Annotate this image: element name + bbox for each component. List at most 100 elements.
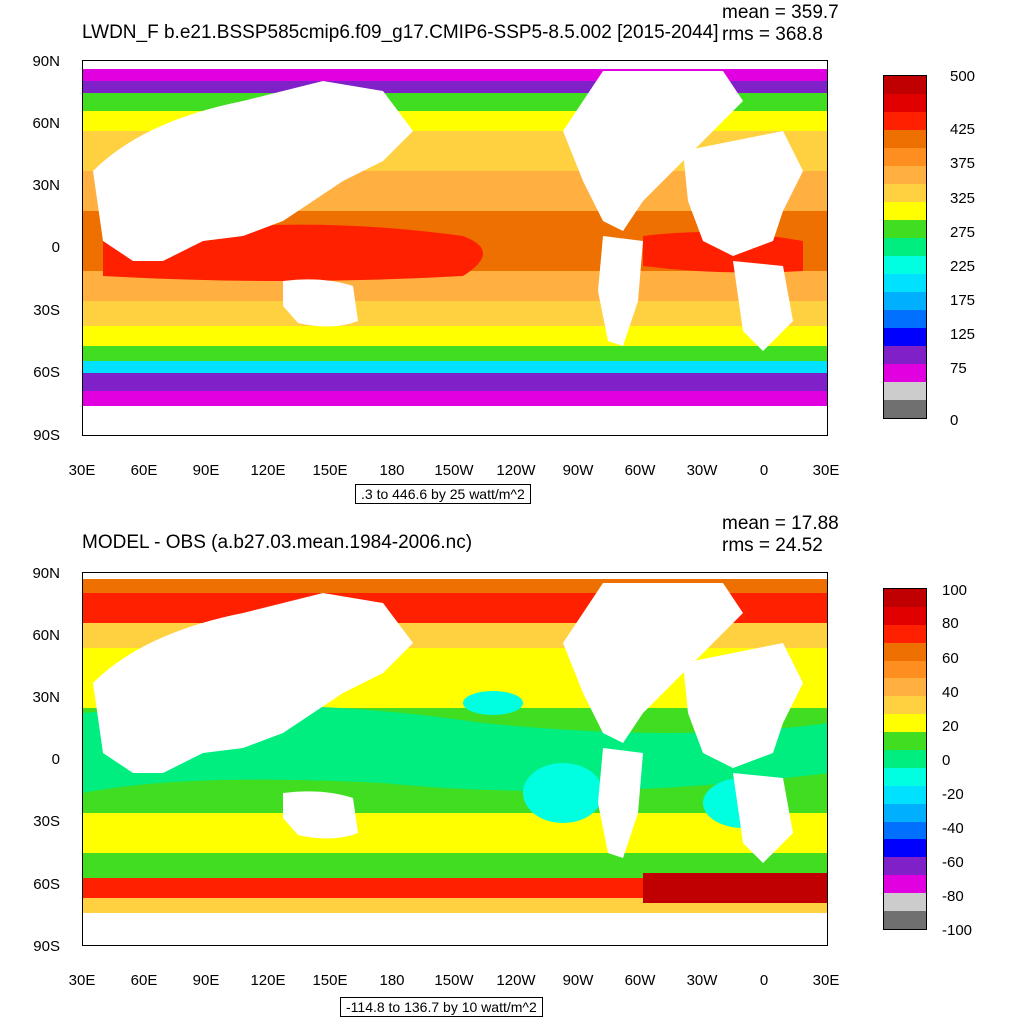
lat-label: 90S (33, 938, 60, 955)
lon-label: 90E (192, 462, 220, 479)
colorbar-swatch (884, 364, 926, 382)
panel-top-range-label: .3 to 446.6 by 25 watt/m^2 (355, 484, 531, 504)
colorbar-swatch (884, 785, 926, 804)
colorbar-swatch (884, 624, 926, 643)
lon-label: 180 (379, 972, 405, 989)
lon-label: 60W (624, 972, 656, 989)
lon-label: 30E (68, 462, 96, 479)
lon-label: 150W (434, 972, 474, 989)
colorbar-swatch (884, 148, 926, 166)
panel-bottom-range-label: -114.8 to 136.7 by 10 watt/m^2 (340, 997, 543, 1017)
lon-label: 180 (379, 462, 405, 479)
lat-label: 60N (32, 115, 60, 132)
lon-label: 90W (562, 972, 594, 989)
lat-label: 60S (33, 364, 60, 381)
map-top (82, 60, 828, 436)
lat-label: 30S (33, 302, 60, 319)
lon-label: 30W (686, 972, 718, 989)
colorbar-top-label: 0 (950, 412, 959, 429)
colorbar-swatch (884, 220, 926, 238)
colorbar-swatch (884, 803, 926, 822)
colorbar-swatch (884, 130, 926, 148)
colorbar-bottom-label: -40 (942, 820, 964, 837)
colorbar-bottom-label: 20 (942, 718, 959, 735)
colorbar-top-label: 425 (950, 121, 976, 138)
colorbar-top-label: 75 (950, 360, 967, 377)
colorbar-swatch (884, 310, 926, 328)
colorbar-swatch (884, 382, 926, 400)
lat-label: 0 (51, 239, 60, 256)
colorbar-swatch (884, 328, 926, 346)
colorbar-swatch (884, 660, 926, 679)
lon-label: 120W (496, 972, 536, 989)
colorbar-top-label: 225 (950, 258, 976, 275)
lat-label: 90N (32, 53, 60, 70)
colorbar-swatch (884, 238, 926, 256)
lon-label: 90W (562, 462, 594, 479)
lon-label: 150W (434, 462, 474, 479)
colorbar-bottom-label: -100 (942, 922, 973, 939)
colorbar-swatch (884, 714, 926, 733)
map-top-field (83, 61, 827, 435)
lat-label: 0 (51, 751, 60, 768)
lat-label: 90N (32, 565, 60, 582)
colorbar-swatch (884, 274, 926, 292)
colorbar-bottom-label: 80 (942, 615, 959, 632)
lon-label: 120W (496, 462, 536, 479)
lon-label: 0 (759, 462, 769, 479)
colorbar-swatch (884, 732, 926, 751)
colorbar-swatch (884, 911, 926, 929)
colorbar-swatch (884, 76, 926, 94)
panel-top: LWDN_F b.e21.BSSP585cmip6.f09_g17.CMIP6-… (0, 0, 1024, 510)
lat-label: 30S (33, 813, 60, 830)
lon-label: 60E (130, 972, 158, 989)
lon-label: 30E (68, 972, 96, 989)
colorbar-swatch (884, 606, 926, 625)
lat-label: 30N (32, 689, 60, 706)
colorbar-top-label: 325 (950, 190, 976, 207)
lat-label: 60N (32, 627, 60, 644)
colorbar-bottom-label: 60 (942, 650, 959, 667)
panel-top-title: LWDN_F b.e21.BSSP585cmip6.f09_g17.CMIP6-… (82, 22, 719, 43)
colorbar-swatch (884, 166, 926, 184)
panel-top-mean: mean = 359.7 (722, 2, 839, 23)
lon-label: 30W (686, 462, 718, 479)
colorbar-bottom-label: 0 (942, 752, 951, 769)
colorbar-swatch (884, 202, 926, 220)
panel-top-rms: rms = 368.8 (722, 24, 823, 45)
colorbar-swatch (884, 767, 926, 786)
colorbar-swatch (884, 875, 926, 894)
lat-label: 60S (33, 876, 60, 893)
lon-label: 60E (130, 462, 158, 479)
lon-label: 90E (192, 972, 220, 989)
colorbar-swatch (884, 821, 926, 840)
lon-label: 150E (312, 972, 348, 989)
colorbar-swatch (884, 256, 926, 274)
colorbar-swatch (884, 400, 926, 418)
colorbar-bottom-label: 40 (942, 684, 959, 701)
map-bottom-field (83, 573, 827, 945)
lat-label: 90S (33, 427, 60, 444)
colorbar-swatch (884, 589, 926, 607)
colorbar-swatch (884, 696, 926, 715)
colorbar-swatch (884, 346, 926, 364)
colorbar-bottom-label: -80 (942, 888, 964, 905)
colorbar-swatch (884, 839, 926, 858)
lon-label: 60W (624, 462, 656, 479)
colorbar-top-label: 500 (950, 68, 976, 85)
lon-label: 30E (812, 462, 840, 479)
panel-bottom-rms: rms = 24.52 (722, 535, 823, 556)
colorbar-swatch (884, 857, 926, 876)
colorbar-swatch (884, 292, 926, 310)
lon-label: 120E (250, 462, 286, 479)
colorbar-top-label: 375 (950, 155, 976, 172)
colorbar-swatch (884, 112, 926, 130)
colorbar-swatch (884, 184, 926, 202)
colorbar-top (883, 75, 927, 419)
colorbar-top-label: 175 (950, 292, 976, 309)
map-bottom (82, 572, 828, 946)
lat-label: 30N (32, 177, 60, 194)
colorbar-swatch (884, 642, 926, 661)
colorbar-bottom-label: 100 (942, 582, 968, 599)
colorbar-swatch (884, 893, 926, 912)
